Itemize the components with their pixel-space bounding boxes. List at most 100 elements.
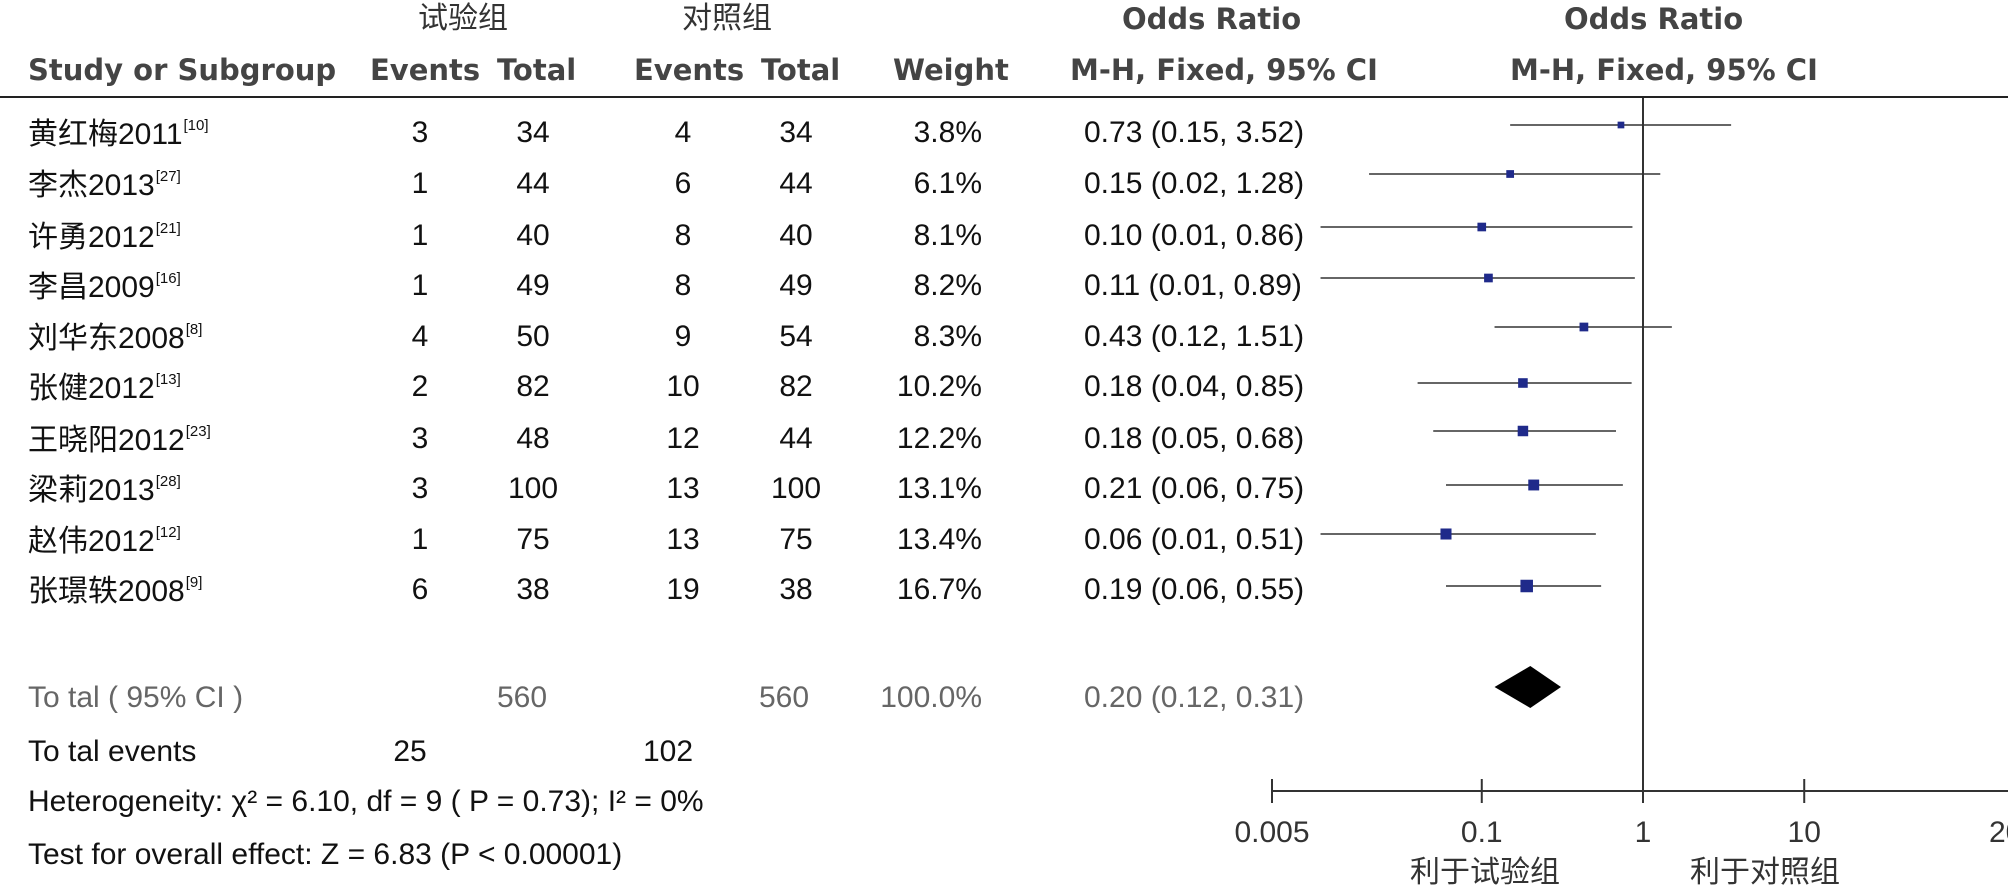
study-name: 黄红梅2011[10] (28, 117, 209, 151)
total-trial: 82 (516, 370, 550, 403)
events-trial: 3 (411, 422, 429, 455)
or-marker (1477, 222, 1487, 232)
or-marker (1528, 479, 1540, 491)
total-trial: 44 (516, 167, 550, 200)
events-control: 10 (666, 370, 700, 403)
study-name: 赵伟2012[12] (28, 524, 181, 558)
header-trial-group: 试验组 (418, 1, 508, 36)
weight: 10.2% (896, 370, 982, 403)
pooled-diamond (1494, 666, 1561, 708)
events-control: 12 (666, 422, 700, 455)
study-name: 许勇2012[21] (28, 220, 181, 254)
weight: 8.2% (913, 269, 982, 302)
or-marker (1518, 378, 1528, 388)
total-control: 100 (770, 472, 822, 505)
or-marker (1506, 170, 1515, 178)
x-tick-label: 1 (1635, 816, 1652, 849)
events-trial: 3 (411, 472, 429, 505)
total-trial: 560 (496, 681, 548, 714)
odds-ratio-ci: 0.15 (0.02, 1.28) (1084, 167, 1305, 200)
events-trial: 2 (411, 370, 429, 403)
header-control-group: 对照组 (682, 1, 772, 36)
weight: 3.8% (913, 116, 982, 149)
x-tick-label: 0.005 (1234, 816, 1309, 849)
header-divider (0, 96, 2008, 98)
total-trial: 100 (507, 472, 559, 505)
events-trial: 1 (411, 219, 429, 252)
odds-ratio-ci: 0.43 (0.12, 1.51) (1084, 320, 1305, 353)
events-trial: 1 (411, 167, 429, 200)
total-control: 44 (779, 422, 813, 455)
events-control: 6 (674, 167, 692, 200)
events-control: 8 (674, 269, 692, 302)
events-control: 13 (666, 523, 700, 556)
header-odds-ratio-text: Odds Ratio (1122, 2, 1302, 36)
header-study: Study or Subgroup (28, 53, 337, 87)
or-marker (1579, 322, 1589, 332)
weight: 8.1% (913, 219, 982, 252)
odds-ratio-ci: 0.10 (0.01, 0.86) (1084, 219, 1305, 252)
events-control: 8 (674, 219, 692, 252)
or-marker (1617, 121, 1625, 129)
total-events-trial: 25 (393, 735, 427, 768)
total-events-label: To tal events (28, 735, 197, 768)
total-control: 75 (779, 523, 813, 556)
or-marker (1440, 528, 1452, 540)
total-trial: 34 (516, 116, 550, 149)
odds-ratio-ci: 0.11 (0.01, 0.89) (1084, 269, 1302, 302)
x-tick-label: 200 (1989, 816, 2008, 849)
total-control: 82 (779, 370, 813, 403)
events-control: 19 (666, 573, 700, 606)
events-control: 9 (674, 320, 692, 353)
study-name: 李昌2009[16] (28, 270, 181, 304)
header-weight: Weight (893, 53, 1009, 87)
total-weight: 100.0% (880, 681, 982, 714)
study-name: 刘华东2008[8] (28, 321, 203, 355)
study-name: 李杰2013[27] (28, 168, 181, 202)
or-marker (1520, 579, 1533, 593)
odds-ratio-ci: 0.21 (0.06, 0.75) (1084, 472, 1305, 505)
total-events-control: 102 (642, 735, 694, 768)
events-trial: 4 (411, 320, 429, 353)
header-events-trial: Events (370, 53, 481, 87)
events-trial: 1 (411, 269, 429, 302)
weight: 12.2% (896, 422, 982, 455)
or-marker (1517, 425, 1529, 437)
total-trial: 48 (516, 422, 550, 455)
overall-effect-text: Test for overall effect: Z = 6.83 (P < 0… (28, 838, 623, 871)
total-control: 49 (779, 269, 813, 302)
events-control: 13 (666, 472, 700, 505)
header-events-control: Events (634, 53, 745, 87)
study-name: 张健2012[13] (28, 371, 181, 405)
study-name: 王晓阳2012[23] (28, 423, 211, 457)
odds-ratio-ci: 0.18 (0.05, 0.68) (1084, 422, 1305, 455)
odds-ratio-ci: 0.06 (0.01, 0.51) (1084, 523, 1305, 556)
x-tick-label: 10 (1788, 816, 1821, 849)
header-odds-ratio-plot: Odds Ratio (1564, 2, 1744, 36)
header-total-control: Total (761, 53, 841, 87)
total-control: 560 (758, 681, 810, 714)
odds-ratio-ci: 0.73 (0.15, 3.52) (1084, 116, 1305, 149)
events-trial: 1 (411, 523, 429, 556)
x-tick-label: 0.1 (1461, 816, 1503, 849)
total-control: 44 (779, 167, 813, 200)
header-method-plot: M-H, Fixed, 95% CI (1510, 53, 1818, 87)
total-control: 34 (779, 116, 813, 149)
study-name: 张璟轶2008[9] (28, 574, 203, 608)
weight: 16.7% (896, 573, 982, 606)
events-trial: 6 (411, 573, 429, 606)
odds-ratio-ci: 0.19 (0.06, 0.55) (1084, 573, 1305, 606)
total-odds-ratio-ci: 0.20 (0.12, 0.31) (1084, 681, 1305, 714)
heterogeneity-text: Heterogeneity: χ² = 6.10, df = 9 ( P = 0… (28, 785, 704, 818)
weight: 6.1% (913, 167, 982, 200)
total-trial: 75 (516, 523, 550, 556)
weight: 8.3% (913, 320, 982, 353)
total-label: To tal ( 95% CI ) (28, 681, 244, 714)
header-total-trial: Total (497, 53, 577, 87)
total-control: 40 (779, 219, 813, 252)
total-trial: 38 (516, 573, 550, 606)
weight: 13.4% (896, 523, 982, 556)
weight: 13.1% (896, 472, 982, 505)
total-trial: 50 (516, 320, 550, 353)
